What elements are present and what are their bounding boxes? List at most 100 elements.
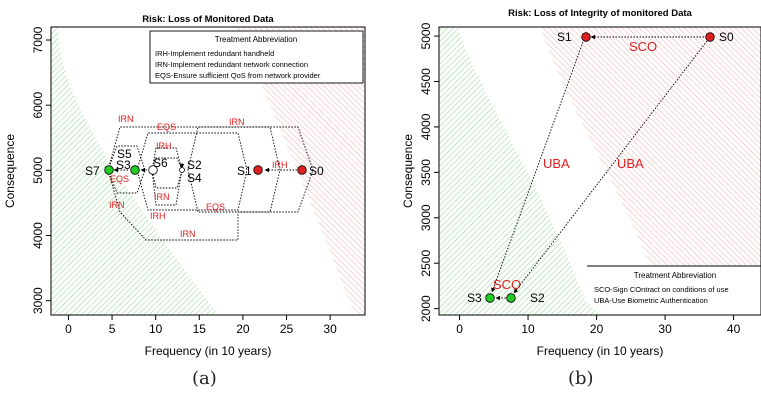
y-tick-label: 5000: [31, 157, 45, 184]
y-tick-label: 4000: [419, 113, 433, 140]
point-s6: [148, 165, 158, 175]
envelope-eqs-left: [107, 145, 146, 194]
panel-b-points: [485, 32, 715, 303]
legend-item: SCO-Sign COntract on conditions of use: [594, 285, 729, 294]
point-s1: [253, 165, 263, 175]
label-s6: S6: [153, 156, 168, 170]
treatment-label: EQS: [110, 174, 129, 184]
treatment-label: SCO: [629, 39, 657, 54]
y-tick-label: 4500: [419, 68, 433, 95]
y-tick-label: 3500: [419, 159, 433, 186]
treatment-label: SCO: [493, 277, 521, 292]
envelope-eqs-right: [187, 126, 281, 213]
x-tick-label: 0: [456, 322, 463, 336]
treatment-label: IRH: [150, 211, 166, 221]
panel-a-acceptable-zone: [51, 27, 218, 315]
x-tick-label: 25: [280, 322, 294, 336]
panel-a-x-axis: 0 5 10 15 20 25 30 Frequency (in 10 years): [64, 314, 337, 358]
panel-b: Risk: Loss of Integrity of monitored Dat…: [401, 8, 761, 358]
treatment-label: UBA: [543, 156, 570, 171]
legend-item: IRN-Implement redundant network connecti…: [155, 60, 308, 69]
legend-title: Treatment Abbreviation: [215, 35, 297, 44]
envelope-eqs-large: [136, 132, 248, 211]
panel-a-transition-arrows: [113, 163, 297, 173]
legend-item: IRH-Implement redundant handheld: [155, 49, 274, 58]
x-tick-label: 0: [65, 322, 72, 336]
x-tick-label: 30: [323, 322, 337, 336]
panel-a-x-ticks: 0 5 10 15 20 25 30: [65, 315, 337, 336]
legend-title: Treatment Abbreviation: [634, 271, 716, 280]
x-tick-label: 10: [149, 322, 163, 336]
panel-b-treatment-labels: SCO SCO UBA UBA: [493, 39, 657, 292]
x-tick-label: 5: [109, 322, 116, 336]
legend-item: UBA-Use Biometric Authentication: [594, 296, 708, 305]
panel-b-acceptable-zone: [439, 27, 600, 315]
panel-b-x-axis-label: Frequency (in 10 years): [537, 344, 664, 358]
label-s7: S7: [85, 164, 100, 178]
panel-b-x-ticks: 0 10 20 30 40: [456, 315, 741, 336]
label-s1: S1: [557, 30, 572, 44]
label-s3: S3: [116, 158, 131, 172]
label-s5: S5: [117, 147, 132, 161]
panel-a-legend: Treatment Abbreviation IRH-Implement red…: [149, 30, 364, 84]
y-tick-label: 2500: [419, 250, 433, 277]
panel-b-title: Risk: Loss of Integrity of monitored Dat…: [508, 8, 692, 19]
panel-a-point-labels: S0 S1 S2 S3 S4 S5 S6 S7: [85, 147, 324, 185]
panel-b-y-axis: 2000 2500 3000 3500 4000 4500 5000 Consequence: [401, 22, 440, 322]
arrow-s1-s3: [491, 41, 584, 293]
point-s2: [506, 293, 516, 303]
x-tick-label: 20: [590, 322, 604, 336]
treatment-label: IRH: [156, 141, 172, 151]
envelope-irh-small: [151, 147, 183, 206]
treatment-label: IRN: [180, 229, 196, 239]
point-s0: [297, 165, 307, 175]
y-tick-label: 4000: [31, 222, 45, 249]
panel-b-unacceptable-zone: [540, 27, 761, 265]
legend-item: EQS-Ensure sufficient QoS from network p…: [155, 71, 321, 80]
x-tick-label: 10: [521, 322, 535, 336]
label-s0: S0: [309, 164, 324, 178]
panel-b-caption: (b): [568, 368, 594, 389]
envelope-irn-small: [151, 157, 183, 189]
x-tick-label: 30: [658, 322, 672, 336]
point-s5: [130, 165, 140, 175]
y-tick-label: 2000: [419, 295, 433, 322]
panel-a-treatment-envelopes: [107, 126, 314, 241]
treatment-label: IRN: [229, 117, 245, 127]
y-tick-label: 3000: [31, 287, 45, 314]
panel-b-transition-arrows: [491, 34, 708, 301]
point-s1: [581, 32, 591, 42]
panel-b-legend: Treatment Abbreviation SCO-Sign COntract…: [587, 265, 761, 305]
point-s0: [705, 32, 715, 42]
arrow-s0-s2: [513, 40, 708, 294]
label-s4: S4: [187, 171, 202, 185]
point-s7: [104, 165, 114, 175]
treatment-label: EQS: [206, 202, 225, 212]
y-tick-label: 5000: [419, 22, 433, 49]
treatment-label: IRN: [109, 200, 125, 210]
label-s0: S0: [719, 30, 734, 44]
panel-a-title: Risk: Loss of Monitored Data: [142, 14, 274, 25]
point-s2: [179, 167, 185, 173]
panel-b-y-axis-label: Consequence: [401, 134, 415, 208]
y-tick-label: 7000: [31, 26, 45, 53]
panel-a-y-axis: 3000 4000 5000 6000 7000 Consequence: [3, 26, 52, 314]
treatment-label: IRN: [154, 192, 170, 202]
panel-a-y-axis-label: Consequence: [3, 134, 17, 208]
panel-b-y-ticks: 2000 2500 3000 3500 4000 4500 5000: [419, 22, 440, 322]
label-s2: S2: [530, 291, 545, 305]
y-tick-label: 3000: [419, 204, 433, 231]
x-tick-label: 40: [727, 322, 741, 336]
label-s3: S3: [467, 291, 482, 305]
panel-a-treatment-labels: IRN EQS IRH IRN IRH EQS IRN IRH EQS IRN …: [109, 114, 288, 239]
panel-a: Risk: Loss of Monitored Data 0 5 10 15 20 25 3…: [3, 14, 366, 358]
panel-b-x-axis: 0 10 20 30 40 Frequency (in 10 years): [456, 314, 741, 358]
x-tick-label: 20: [236, 322, 250, 336]
x-tick-label: 15: [193, 322, 207, 336]
treatment-label: IRN: [118, 114, 134, 124]
label-s1: S1: [237, 164, 252, 178]
panel-b-point-labels: S0 S1 S2 S3: [467, 30, 734, 305]
treatment-label: EQS: [157, 122, 176, 132]
label-s2: S2: [187, 158, 202, 172]
